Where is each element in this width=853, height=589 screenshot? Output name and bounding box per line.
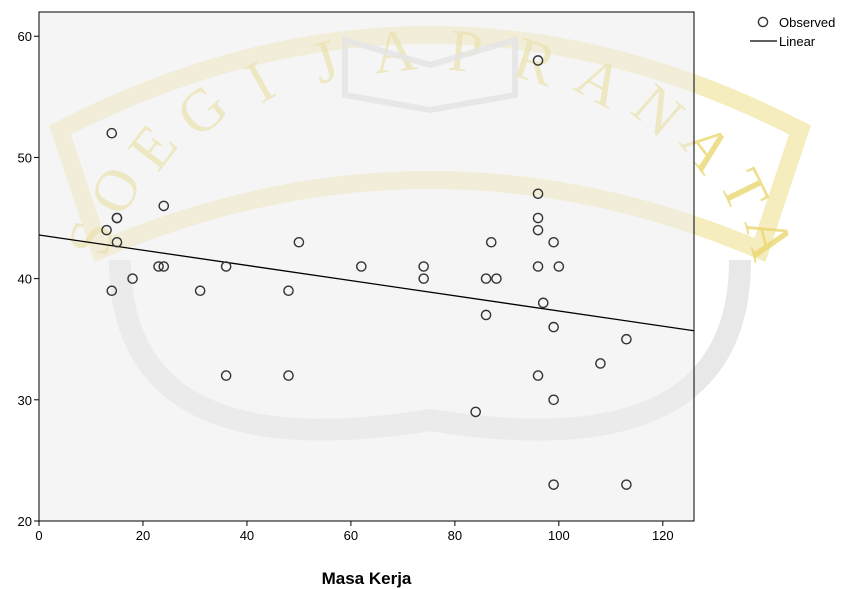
observed-point — [491, 273, 502, 284]
x-tick-label: 40 — [240, 528, 254, 543]
observed-points — [101, 55, 632, 490]
observed-point — [101, 224, 112, 236]
observed-point — [418, 261, 429, 272]
x-tick-label: 100 — [548, 528, 570, 543]
axes — [34, 11, 695, 526]
observed-point — [480, 309, 492, 321]
legend: Observed Linear — [750, 15, 835, 49]
x-tick-label: 0 — [35, 528, 42, 543]
observed-point — [595, 358, 606, 369]
observed-point — [621, 479, 632, 490]
observed-point — [532, 370, 544, 381]
y-tick-label: 40 — [18, 272, 32, 287]
watermark-letter: A — [732, 209, 807, 267]
observed-point — [548, 479, 559, 490]
observed-point — [283, 370, 294, 381]
plot-frame — [38, 11, 695, 522]
observed-point — [194, 285, 206, 297]
y-tick-label: 20 — [18, 514, 32, 529]
y-tick-label: 30 — [18, 393, 32, 408]
observed-point — [532, 261, 544, 272]
observed-point — [548, 394, 559, 406]
observed-point — [356, 261, 367, 272]
observed-point — [127, 273, 138, 284]
observed-point — [106, 285, 118, 297]
observed-point — [470, 406, 481, 418]
observed-point — [158, 261, 170, 272]
x-tick-label: 80 — [448, 528, 462, 543]
y-tick-label: 50 — [18, 150, 32, 165]
observed-point — [485, 236, 497, 248]
observed-point — [220, 370, 232, 381]
observed-point — [293, 236, 305, 248]
observed-point — [532, 55, 544, 66]
observed-point — [106, 127, 118, 139]
observed-point — [537, 297, 549, 309]
observed-point — [553, 261, 565, 272]
observed-point — [283, 285, 294, 297]
observed-point — [111, 212, 123, 224]
observed-point — [548, 321, 559, 333]
observed-point — [220, 261, 232, 272]
linear-fit-layer — [38, 234, 695, 332]
y-tick-label: 60 — [18, 29, 32, 44]
observed-point — [418, 273, 429, 284]
x-axis-title: Masa Kerja — [322, 569, 412, 588]
observed-point — [153, 261, 164, 272]
observed-point — [532, 188, 544, 200]
linear-fit-line — [38, 234, 695, 332]
observed-point — [158, 200, 170, 212]
observed-point — [621, 333, 632, 345]
legend-linear-label: Linear — [779, 34, 816, 49]
x-tick-label: 60 — [344, 528, 358, 543]
observed-point — [532, 212, 544, 224]
observed-point — [548, 236, 559, 248]
x-tick-label: 20 — [136, 528, 150, 543]
observed-point — [111, 236, 123, 248]
observed-point — [532, 224, 544, 236]
x-tick-label: 120 — [652, 528, 674, 543]
legend-observed-marker — [757, 16, 769, 28]
observed-point — [480, 273, 492, 284]
legend-observed-label: Observed — [779, 15, 835, 30]
